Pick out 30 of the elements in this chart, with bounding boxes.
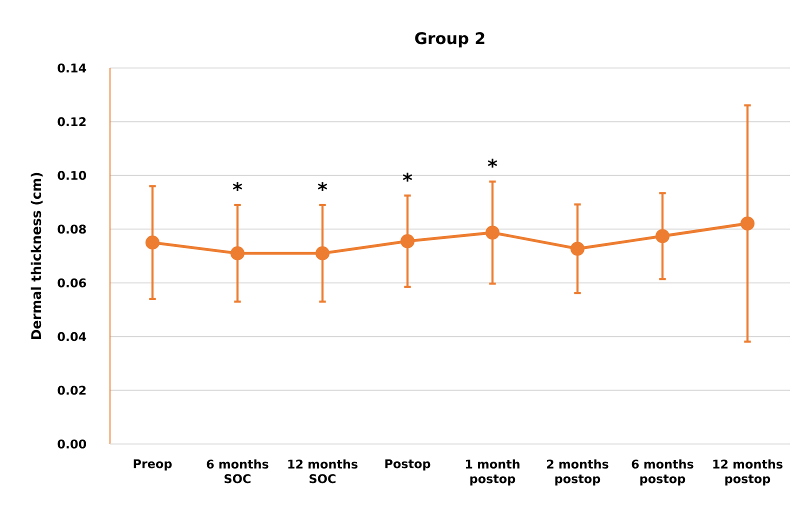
chart-title: Group 2 [415, 32, 484, 48]
x-tick-label: 6 months SOC [206, 459, 268, 484]
y-tick-label: 0.10 [58, 170, 86, 180]
y-tick-label: 0.04 [58, 332, 86, 342]
point [740, 216, 755, 231]
annotation: * [232, 182, 242, 191]
y-tick-label: 0.08 [58, 224, 86, 234]
point [230, 246, 245, 260]
point [400, 234, 415, 248]
x-tick-label: 12 months SOC [288, 459, 358, 484]
y-tick-label: 0.14 [58, 63, 86, 73]
annotation: * [402, 172, 412, 182]
y-axis-title: Dermal thickness (cm) [30, 172, 43, 339]
y-tick-label: 0.00 [58, 439, 86, 449]
annotation: * [318, 182, 328, 191]
x-tick-label: 6 months postop [632, 459, 694, 486]
x-tick-label: Preop [134, 459, 172, 471]
point [485, 226, 500, 240]
x-tick-label: 1 month postop [466, 459, 520, 486]
x-tick-label: 12 months postop [713, 459, 782, 486]
point [570, 242, 585, 256]
y-tick-label: 0.12 [58, 117, 86, 126]
x-tick-label: 2 months postop [547, 459, 608, 486]
x-tick-label: Postop [385, 459, 430, 471]
point [145, 236, 160, 250]
annotation: * [488, 158, 498, 168]
point [315, 246, 330, 260]
y-tick-label: 0.06 [58, 278, 86, 288]
y-tick-label: 0.02 [58, 386, 86, 395]
point [655, 229, 670, 244]
